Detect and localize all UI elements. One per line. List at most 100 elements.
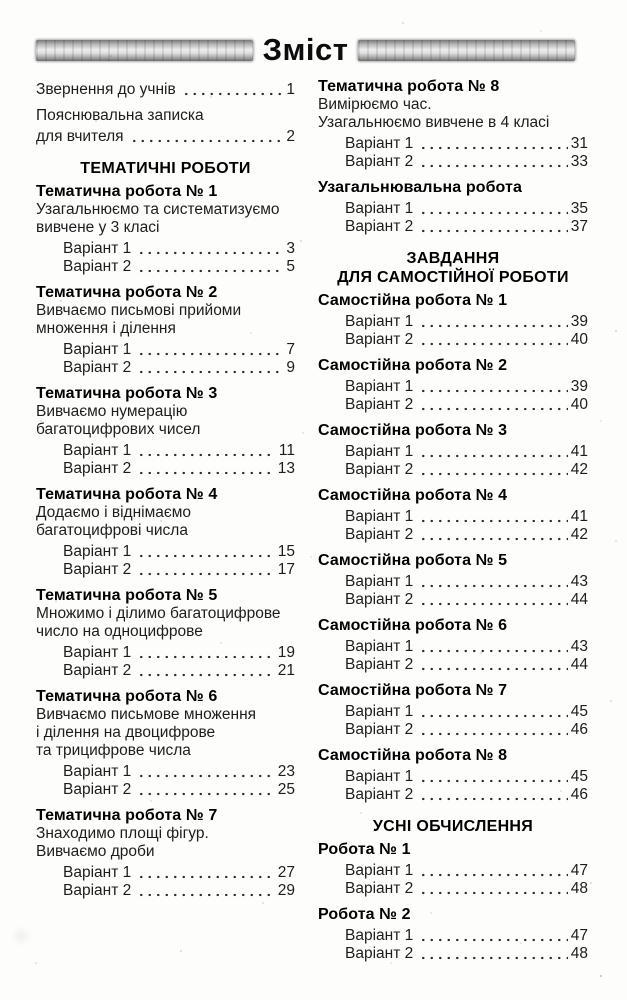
dotted-leader: [419, 656, 568, 671]
toc-entry-title: Тематична робота № 7: [36, 807, 218, 824]
toc-row: Варіант 2 48: [318, 945, 588, 963]
toc-page-number: 42: [570, 461, 588, 478]
toc-section: ЗАВДАННЯ ДЛЯ САМОСТІЙНОЇ РОБОТИ: [318, 249, 588, 287]
toc-page-number: 47: [570, 927, 588, 944]
toc-entry-desc: Вивчаємо нумерацію: [36, 403, 188, 420]
dotted-leader: [137, 240, 284, 255]
toc-row: Варіант 1 27: [36, 864, 295, 882]
toc-items: Варіант 1 11 Варіант 2 13: [36, 442, 295, 478]
dotted-leader: [137, 561, 275, 576]
toc-columns: Звернення до учнів 1 Пояснювальна записка д…: [36, 78, 588, 971]
toc-entry-desc: Вимірюємо час.: [318, 96, 432, 113]
toc-page-number: 13: [277, 460, 295, 477]
toc-section-heading: ЗАВДАННЯ: [406, 250, 500, 267]
toc-row-label: Варіант 2: [345, 786, 414, 803]
toc-row-label: Варіант 2: [63, 561, 132, 578]
toc-row-label: Варіант 2: [63, 882, 132, 899]
toc-section-heading: УСНІ ОБЧИСЛЕННЯ: [372, 818, 534, 835]
toc-row: Варіант 2 40: [318, 396, 588, 414]
toc-page-number: 9: [286, 359, 295, 376]
toc-row-label: Варіант 2: [345, 461, 414, 478]
toc-row-label: Варіант 2: [345, 880, 414, 897]
toc-page-number: 25: [277, 781, 295, 798]
toc-row-label: Варіант 2: [345, 331, 414, 348]
toc-items: Варіант 1 31 Варіант 2 33: [318, 135, 588, 171]
toc-entry: Тематична робота № 3 Вивчаємо нумерацію ба…: [36, 385, 295, 478]
toc-row: Варіант 2 21: [36, 662, 295, 680]
toc-row-label: Варіант 1: [345, 927, 414, 944]
toc-items: Варіант 1 19 Варіант 2 21: [36, 644, 295, 680]
toc-entry-desc: Узагальнюємо вивчене в 4 класі: [318, 114, 550, 131]
dotted-leader: [137, 258, 284, 273]
dotted-leader: [129, 128, 284, 143]
toc-entry-title: Узагальнювальна робота: [318, 179, 522, 196]
toc-row: Варіант 1 41: [318, 508, 588, 526]
toc-page-number: 44: [570, 656, 588, 673]
toc-section: ТЕМАТИЧНІ РОБОТИ: [36, 159, 295, 178]
toc-items: Варіант 1 23 Варіант 2 25: [36, 763, 295, 799]
toc-row-label: Варіант 1: [345, 443, 414, 460]
toc-row-label: Варіант 2: [345, 721, 414, 738]
toc-entry: Самостійна робота № 1 Варіант 1 39 Варіант …: [318, 292, 588, 349]
toc-entry-desc: Знаходимо площі фігур.: [36, 825, 209, 842]
toc-items: Варіант 1 35 Варіант 2 37: [318, 200, 588, 236]
toc-entry-desc: Узагальнюємо та систематизуємо: [36, 201, 280, 218]
dotted-leader: [419, 721, 568, 736]
dotted-leader: [419, 153, 568, 168]
toc-row-label: Варіант 1: [345, 638, 414, 655]
toc-entry-desc: число на одноцифрове: [36, 623, 203, 640]
toc-page-number: 2: [286, 128, 295, 145]
toc-entry-desc: Множимо і ділимо багатоцифрове: [36, 605, 281, 622]
dotted-leader: [419, 396, 568, 411]
toc-row-label: Варіант 2: [345, 526, 414, 543]
toc-column-right: Тематична робота № 8 Вимірюємо час. Узагал…: [318, 78, 588, 971]
toc-row: Варіант 1 47: [318, 862, 588, 880]
toc-row: Звернення до учнів 1: [36, 81, 295, 99]
dotted-leader: [419, 703, 568, 718]
toc-row: Варіант 2 40: [318, 331, 588, 349]
toc-page-number: 41: [570, 508, 588, 525]
dotted-leader: [137, 864, 275, 879]
dotted-leader: [181, 81, 284, 96]
toc-items: Варіант 1 15 Варіант 2 17: [36, 543, 295, 579]
toc-row: Варіант 2 5: [36, 258, 295, 276]
dotted-leader: [419, 786, 568, 801]
toc-row: Варіант 2 44: [318, 656, 588, 674]
dotted-leader: [419, 218, 568, 233]
toc-entry-desc: Вивчаємо письмові прийоми: [36, 302, 242, 319]
toc-entry-desc: Пояснювальна записка: [36, 107, 204, 124]
dotted-leader: [419, 443, 568, 458]
toc-section: УСНІ ОБЧИСЛЕННЯ: [318, 817, 588, 836]
dotted-leader: [419, 880, 568, 895]
dotted-leader: [419, 508, 568, 523]
toc-row: Варіант 1 31: [318, 135, 588, 153]
toc-page-number: 42: [570, 526, 588, 543]
toc-entry-title: Тематична робота № 2: [36, 284, 218, 301]
toc-row-label: Варіант 1: [345, 703, 414, 720]
toc-entry-title: Тематична робота № 5: [36, 587, 218, 604]
toc-page-number: 43: [570, 638, 588, 655]
toc-page-number: 43: [570, 573, 588, 590]
dotted-leader: [419, 461, 568, 476]
toc-page-number: 27: [277, 864, 295, 881]
toc-entry: Тематична робота № 7 Знаходимо площі фігу…: [36, 807, 295, 900]
page-title: Зміст: [262, 32, 349, 67]
toc-entry-title: Самостійна робота № 7: [318, 682, 508, 699]
toc-items: для вчителя 2: [36, 128, 295, 146]
toc-page-number: 39: [570, 378, 588, 395]
dotted-leader: [137, 359, 284, 374]
header-bar-right: [358, 39, 576, 61]
toc-page-number: 47: [570, 862, 588, 879]
toc-row: Варіант 2 9: [36, 359, 295, 377]
toc-row-label: Варіант 1: [63, 240, 132, 257]
toc-page-number: 21: [277, 662, 295, 679]
toc-row-label: Варіант 2: [63, 258, 132, 275]
toc-page-number: 40: [570, 396, 588, 413]
toc-page-number: 48: [570, 880, 588, 897]
dotted-leader: [137, 662, 275, 677]
toc-row-label: Варіант 1: [63, 644, 132, 661]
toc-entry: Самостійна робота № 3 Варіант 1 41 Варіант …: [318, 422, 588, 479]
dotted-leader: [419, 927, 568, 942]
toc-items: Варіант 1 39 Варіант 2 40: [318, 313, 588, 349]
